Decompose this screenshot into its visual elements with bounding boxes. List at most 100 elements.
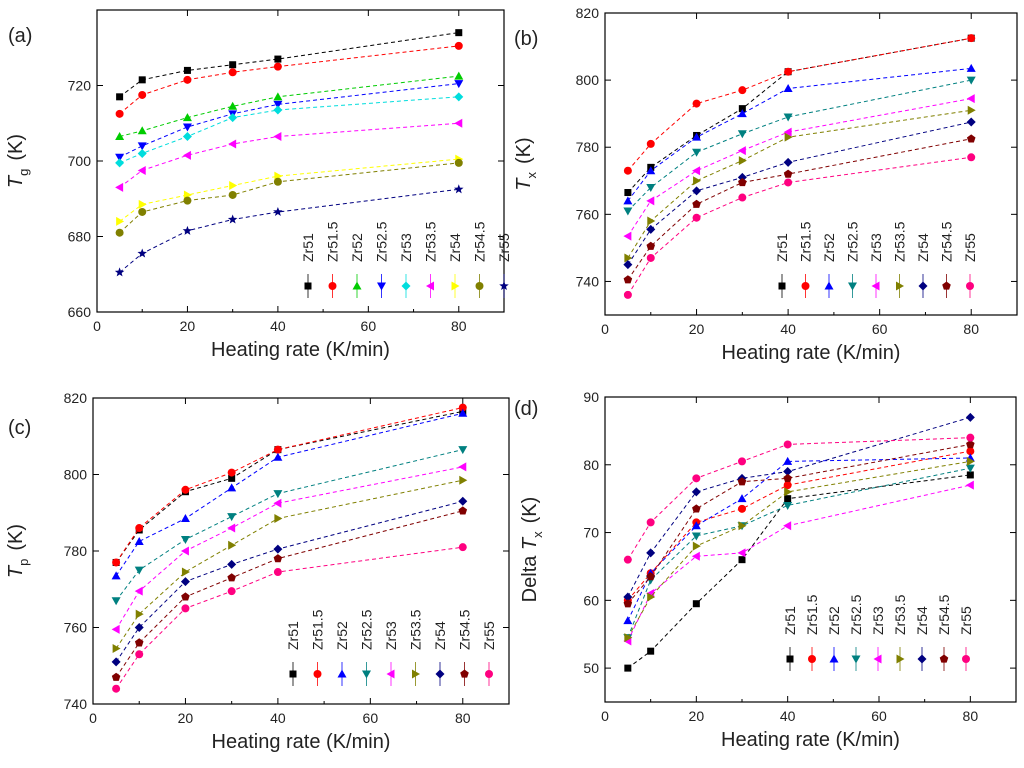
series-Zr55 [623, 433, 975, 564]
y-axis-label: Delta Tx (K) [519, 497, 545, 603]
data-point [273, 544, 283, 554]
series-line [627, 484, 971, 642]
data-point [783, 113, 793, 122]
series-Zr54 [623, 117, 976, 270]
legend-label: Zr53 [398, 233, 414, 262]
series-line [627, 37, 972, 172]
data-point [228, 113, 238, 123]
data-point [180, 577, 190, 587]
data-point [738, 556, 746, 564]
data-point [693, 176, 702, 186]
data-point [227, 214, 238, 224]
series-line [627, 67, 972, 202]
legend-marker [352, 281, 362, 290]
y-tick-label: 80 [583, 457, 599, 473]
series-Zr52 [111, 408, 468, 580]
y-axis-label: Tp (K) [5, 524, 31, 578]
data-point [182, 123, 192, 132]
data-point [135, 650, 144, 659]
series-line [119, 188, 459, 273]
data-point [111, 571, 121, 580]
legend-label: Zr54 [915, 233, 931, 262]
legend-label: Zr52.5 [845, 221, 861, 262]
legend-marker [475, 282, 484, 290]
legend-label: Zr53.5 [423, 221, 439, 262]
legend-label: Zr53 [868, 233, 884, 262]
data-point [692, 199, 701, 208]
legend-marker [962, 655, 970, 663]
data-point [228, 540, 237, 550]
data-point [273, 490, 283, 499]
data-point [646, 224, 656, 234]
x-tick-label: 60 [361, 318, 377, 334]
series-line [119, 83, 459, 158]
data-point [737, 146, 746, 156]
series-Zr53 [111, 462, 467, 634]
data-point [692, 600, 700, 608]
panel-b: 0 20 40 60 80 740 760 780 800 820 Heating rate (K/… [513, 5, 1018, 364]
data-point [646, 572, 655, 581]
data-point [137, 248, 147, 258]
data-point [737, 494, 747, 503]
legend: Zr51 Zr51.5 Zr52 Zr52.5 Zr53 Zr53.5 Zr54 Zr54.5… [300, 221, 512, 298]
series-Zr52.5 [111, 446, 468, 606]
series-line [115, 449, 463, 602]
data-point [965, 480, 974, 490]
series-Zr51 [112, 407, 467, 566]
x-tick-label: 80 [451, 318, 467, 334]
legend-marker [377, 282, 386, 291]
data-point [691, 532, 701, 541]
series-line [115, 412, 463, 577]
data-point [454, 118, 463, 128]
series-Zr53 [623, 94, 975, 241]
x-tick-label: 60 [872, 321, 888, 337]
y-axis-label-sub: p [16, 559, 31, 566]
panel-label: (a) [8, 25, 32, 47]
data-point [116, 93, 124, 101]
data-point [623, 599, 633, 608]
data-point [138, 207, 147, 216]
data-point [135, 524, 144, 533]
data-point [623, 616, 633, 625]
data-point [180, 513, 190, 522]
x-tick-label: 0 [601, 708, 609, 724]
data-point [273, 498, 282, 508]
data-point [623, 592, 633, 602]
data-point [966, 447, 975, 456]
data-point [623, 196, 633, 205]
data-point [273, 92, 283, 101]
data-point [180, 536, 190, 545]
y-axis-label-unit: (K) [519, 497, 541, 524]
data-point [454, 158, 463, 167]
data-point [458, 403, 467, 412]
data-point [137, 165, 146, 175]
series-line [119, 32, 459, 98]
y-tick-label: 700 [68, 153, 92, 169]
data-point [784, 67, 793, 76]
x-axis-label: Heating rate (K/min) [722, 342, 901, 364]
x-tick-label: 20 [689, 321, 705, 337]
series-Zr52.5 [115, 80, 464, 162]
data-point [181, 485, 190, 494]
legend-label: Zr54.5 [472, 221, 488, 262]
series-line [119, 96, 459, 164]
series-Zr55 [623, 153, 976, 299]
series-Zr51.5 [623, 447, 975, 605]
series-Zr53.5 [112, 475, 468, 654]
data-point [738, 177, 747, 187]
legend-marker [386, 669, 395, 679]
legend-label: Zr55 [962, 233, 978, 262]
data-point [692, 186, 702, 196]
data-point [138, 90, 147, 99]
legend-marker [939, 654, 949, 663]
data-point [182, 131, 192, 141]
legend-marker [460, 669, 469, 678]
legend-marker [824, 281, 834, 290]
series-line [627, 450, 971, 601]
panel-c: 0 20 40 60 80 740 760 780 800 820 Heating rate (K/… [5, 390, 510, 753]
x-tick-label: 80 [963, 708, 979, 724]
series-line [115, 510, 463, 678]
data-point [183, 196, 192, 205]
data-point [966, 76, 976, 85]
series-line [115, 407, 463, 563]
